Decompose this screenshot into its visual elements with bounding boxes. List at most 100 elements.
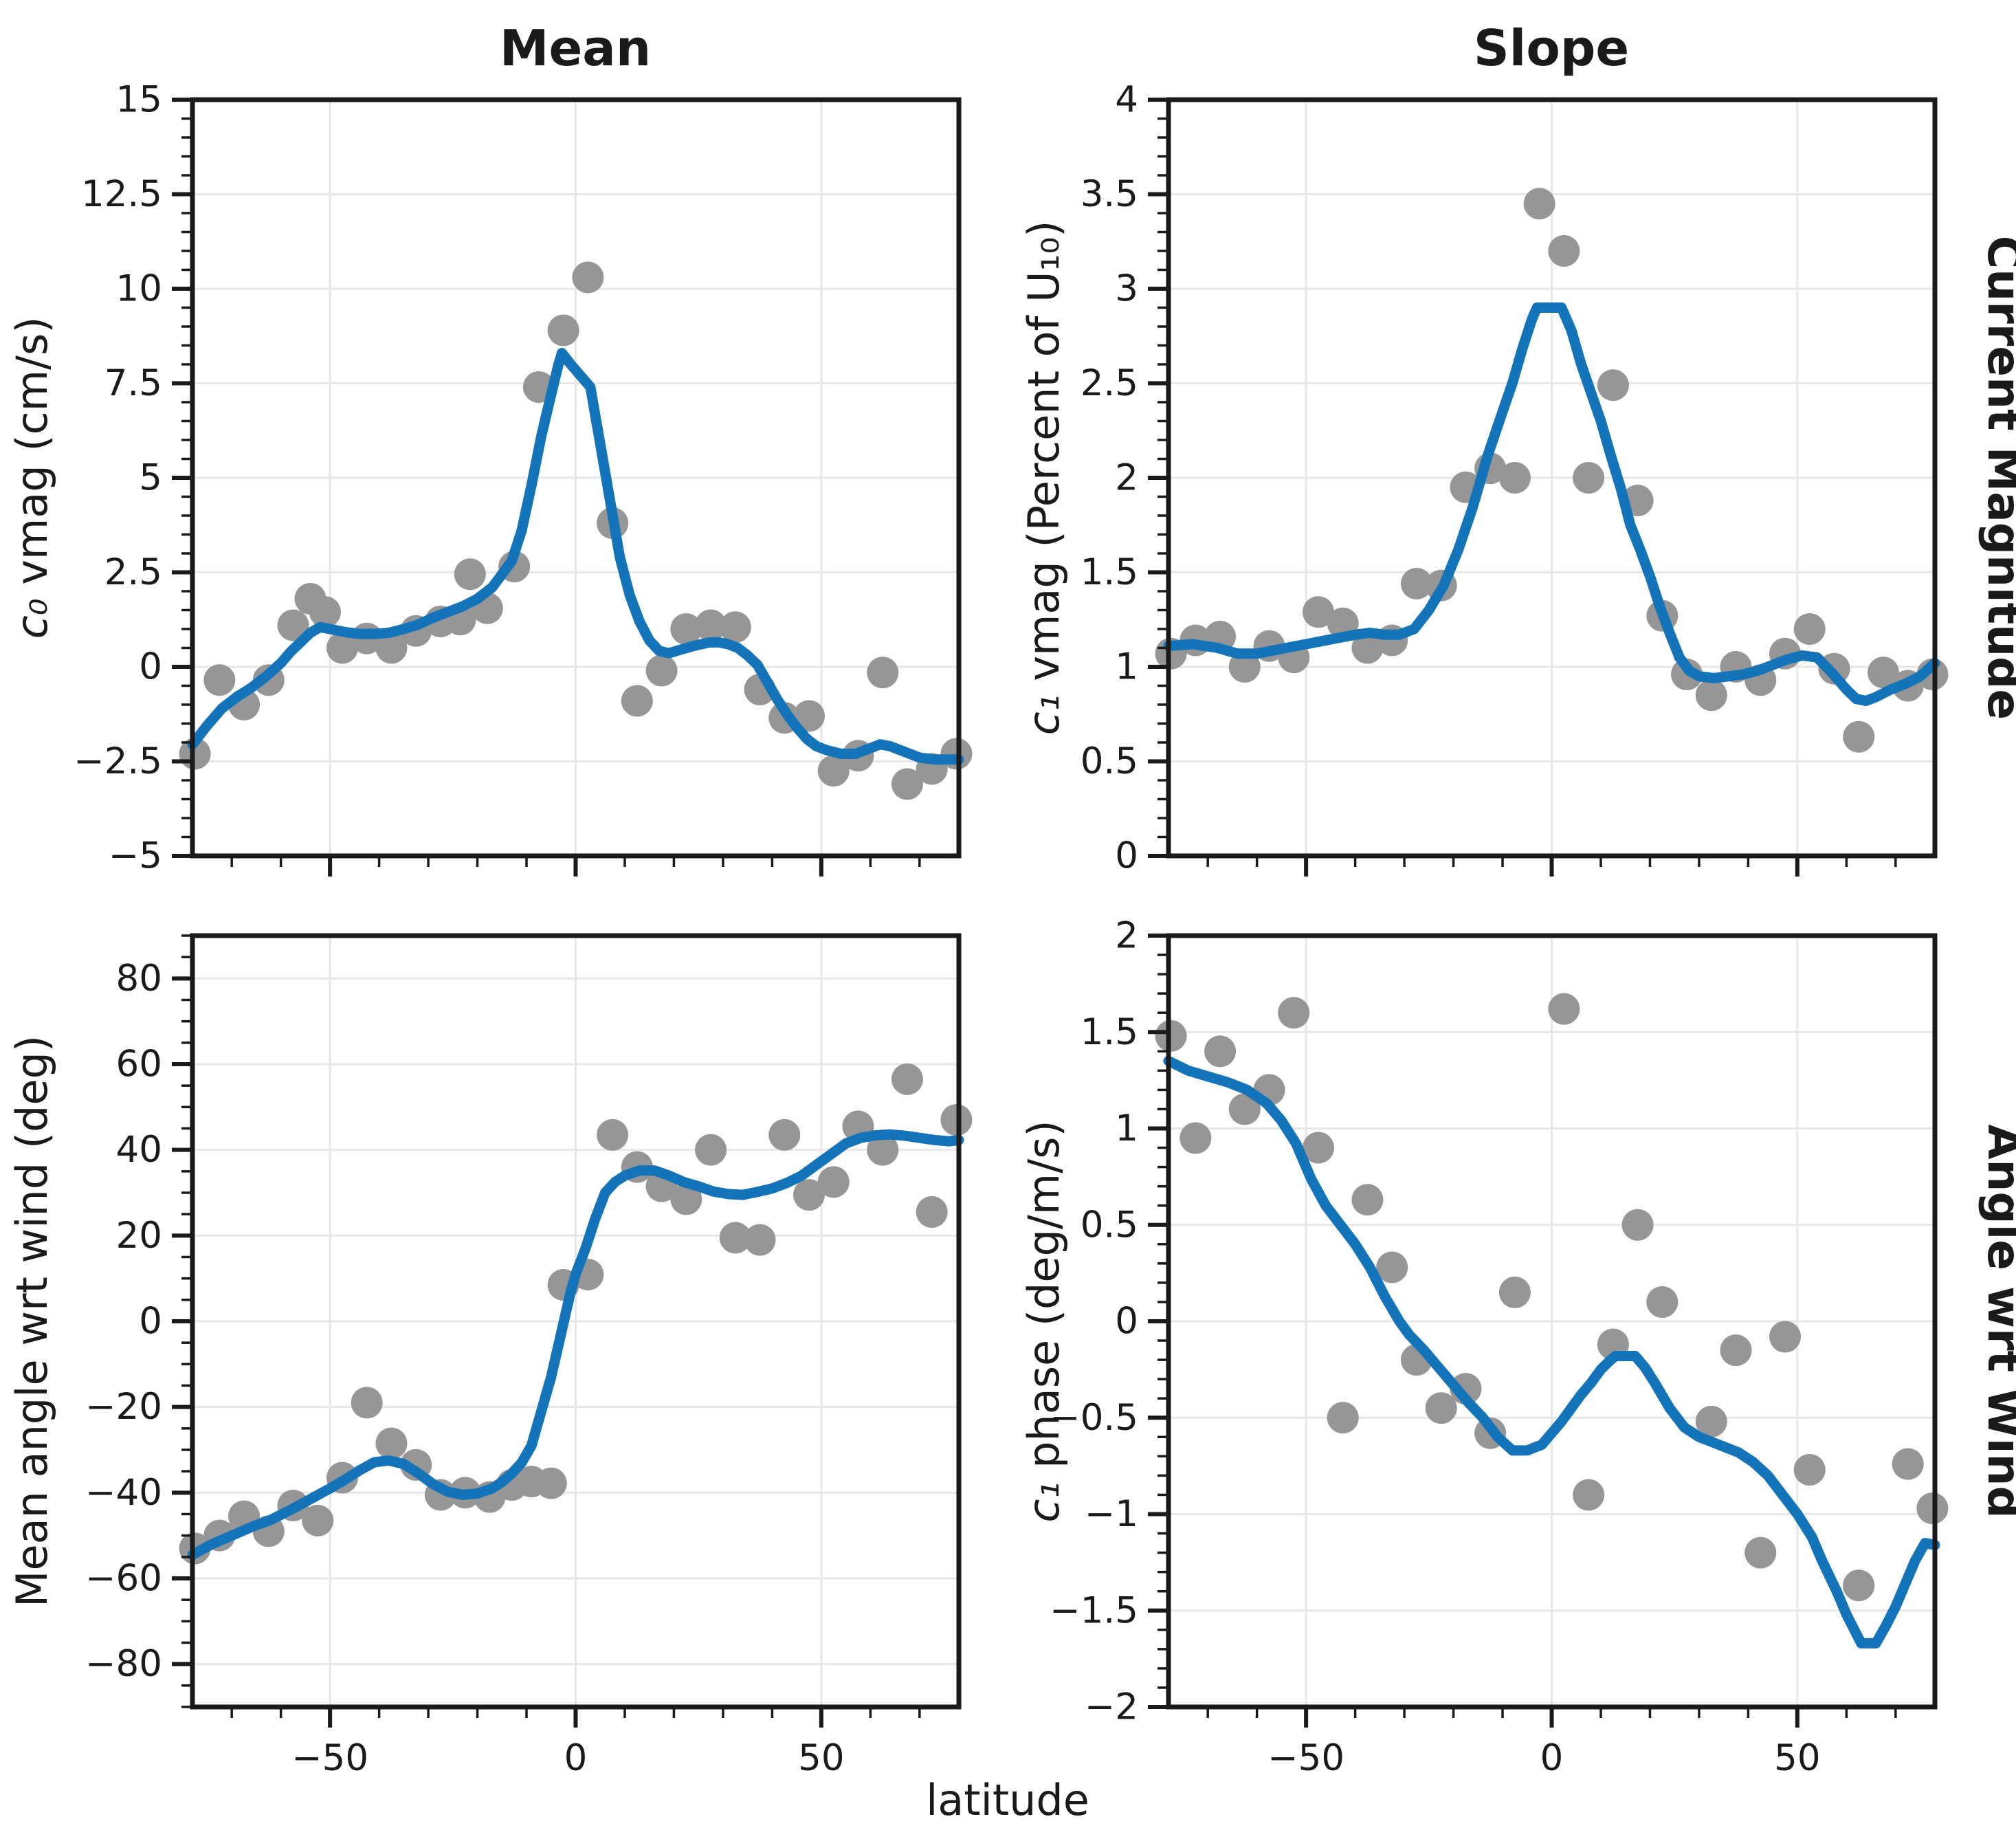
scatter-point [940, 1104, 973, 1136]
scatter-point [793, 1179, 826, 1211]
scatter-point [1769, 1321, 1802, 1353]
scatter-point [1916, 1492, 1949, 1525]
ylabel-c1-phase: c₁ phase (deg/m/s) [1019, 1120, 1069, 1522]
scatter-point [940, 738, 973, 770]
scatter-point [597, 1118, 629, 1151]
scatter-point [719, 1222, 751, 1254]
ylabel-mean-angle: Mean angle wrt wind (deg) [7, 1035, 57, 1607]
fit-line [1163, 1055, 1940, 1649]
scatter-point [1351, 632, 1384, 664]
scatter-point [695, 1134, 727, 1166]
ytick-label: 10 [116, 268, 162, 310]
ytick-label: 0 [139, 646, 162, 688]
scatter-point [1498, 462, 1531, 494]
fit-line [187, 348, 964, 765]
ytick-label: 7.5 [104, 362, 162, 404]
scatter-point [572, 261, 604, 294]
scatter-point [695, 609, 727, 641]
scatter-point [375, 1427, 408, 1459]
scatter-point [1892, 1448, 1924, 1480]
scatter-point [1548, 235, 1580, 267]
scatter-point [793, 700, 826, 732]
scatter-point [1793, 1453, 1826, 1486]
ytick-label: 2 [1115, 457, 1138, 499]
scatter-point [302, 1504, 334, 1536]
ytick-label: 2.5 [1081, 362, 1138, 404]
ytick-label: −1 [1085, 1493, 1138, 1535]
panel-title-slope: Slope [1474, 19, 1629, 77]
ytick-label: 0 [1115, 835, 1138, 877]
ytick-label: −2.5 [74, 740, 162, 782]
scatter-point [1597, 369, 1629, 401]
scatter-point [1793, 613, 1826, 645]
panels-layer: 1512.5107.552.50−2.5−543.532.521.510.508… [74, 79, 1949, 1779]
ytick-label: 1.5 [1081, 1011, 1138, 1053]
ytick-label: 4 [1115, 79, 1138, 121]
scatter-point [719, 611, 751, 643]
scatter-point [277, 609, 309, 641]
scatter-point [351, 1387, 383, 1419]
scatter-point [1425, 1392, 1457, 1424]
scatter-point [1204, 1035, 1237, 1068]
scatter-point [1720, 1334, 1752, 1367]
ytick-label: 40 [116, 1129, 162, 1171]
scatter-point [1548, 993, 1580, 1025]
scatter-point [916, 1196, 948, 1228]
scatter-point [1573, 462, 1605, 494]
ylabel-phase-prefix: c₁ [1019, 1482, 1069, 1523]
panel-title-mean: Mean [500, 19, 651, 77]
ytick-label: −0.5 [1050, 1397, 1138, 1439]
scatter-point [744, 1224, 776, 1256]
scatter-point [1621, 1209, 1654, 1241]
ytick-label: 2.5 [104, 551, 162, 593]
ytick-label: 2 [1115, 915, 1138, 957]
xtick-label: 50 [798, 1737, 844, 1779]
xlabel-latitude: latitude [926, 1775, 1089, 1825]
ytick-label: 1.5 [1081, 551, 1138, 593]
xtick-label: 50 [1774, 1737, 1820, 1779]
scatter-point [891, 1063, 923, 1095]
scatter-point [817, 1166, 850, 1198]
scatter-point [203, 664, 236, 696]
scatter-point [621, 685, 653, 717]
scatter-point [1179, 1122, 1212, 1154]
fit-line [187, 1129, 964, 1561]
scatter-point [1843, 1569, 1875, 1602]
scatter-point [1523, 188, 1555, 220]
ytick-label: −2 [1085, 1686, 1138, 1728]
scatter-point [1843, 720, 1875, 753]
scatter-point [547, 314, 579, 346]
scatter-point [1498, 1276, 1531, 1308]
scatter-point [1400, 568, 1432, 599]
ytick-label: 3.5 [1081, 173, 1138, 215]
ylabel-c0-vmag: c₀ vmag (cm/s) [7, 317, 57, 639]
ytick-label: 15 [116, 79, 162, 121]
scatter-point [1278, 997, 1310, 1029]
ylabel-c0-prefix: c₀ [7, 598, 57, 639]
scatter-point [454, 558, 486, 591]
ytick-label: 12.5 [81, 173, 162, 215]
scatter-point [1327, 1402, 1359, 1434]
scatter-point [1695, 1405, 1727, 1437]
fit-line [1163, 302, 1940, 706]
row-label-angle-wrt-wind: Angle wrt Wind [1978, 1124, 2016, 1518]
row-label-current-magnitude: Current Magnitude [1978, 236, 2016, 720]
scatter-point [1155, 1019, 1187, 1052]
ytick-label: 0 [139, 1301, 162, 1343]
ytick-label: 60 [116, 1044, 162, 1085]
scatter-point [645, 654, 678, 687]
scatter-point [1376, 1251, 1408, 1283]
scatter-point [670, 613, 702, 645]
xtick-label: 0 [1540, 1737, 1564, 1779]
ylabel-phase-rest: phase (deg/m/s) [1019, 1120, 1069, 1481]
ylabel-c0-rest: vmag (cm/s) [7, 317, 57, 599]
scatter-point [309, 596, 341, 628]
scatter-point [867, 1134, 899, 1166]
scatter-point [326, 632, 358, 664]
ytick-label: 3 [1115, 268, 1138, 310]
ylabel-c1-prefix: c₁ [1019, 694, 1069, 735]
ytick-label: 80 [116, 958, 162, 1000]
scatter-point [670, 1183, 702, 1215]
